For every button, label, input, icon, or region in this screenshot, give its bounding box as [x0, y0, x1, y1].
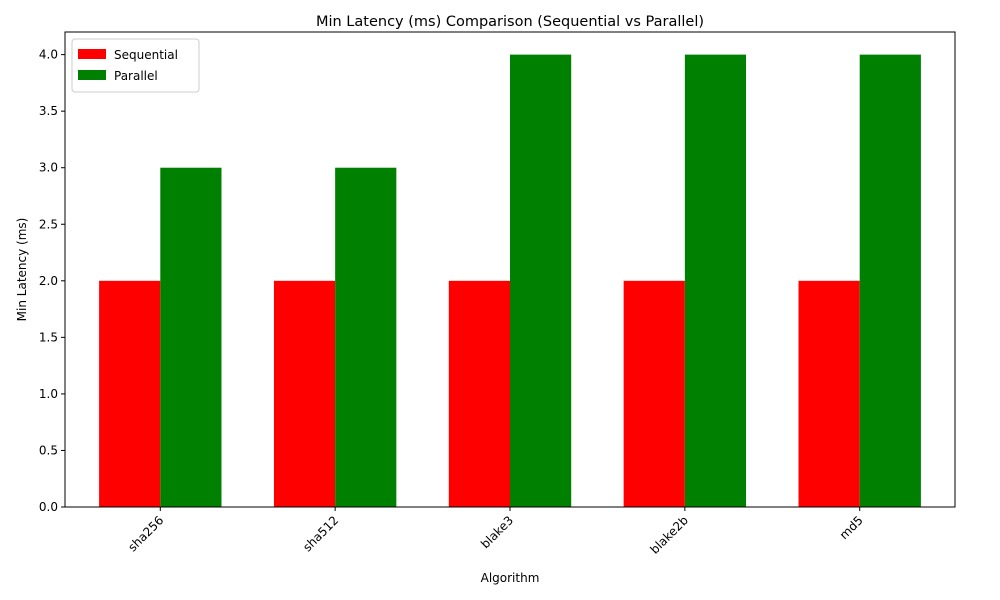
legend-label-sequential: Sequential: [114, 48, 178, 62]
y-axis-title: Min Latency (ms): [15, 218, 29, 322]
bar-sequential-md5: [798, 280, 860, 507]
y-tick-label: 3.0: [39, 161, 58, 175]
bar-sequential-blake2b: [623, 280, 685, 507]
bar-parallel-blake3: [510, 54, 572, 507]
legend-swatch-parallel: [78, 70, 106, 80]
y-tick-label: 2.0: [39, 274, 58, 288]
y-tick-label: 1.5: [39, 330, 58, 344]
bar-parallel-md5: [859, 54, 921, 507]
chart-title: Min Latency (ms) Comparison (Sequential …: [316, 14, 704, 30]
y-tick-label: 0.0: [39, 500, 58, 514]
bar-sequential-blake3: [448, 280, 510, 507]
y-tick-label: 1.0: [39, 387, 58, 401]
y-tick-label: 0.5: [39, 443, 58, 457]
legend-swatch-sequential: [78, 49, 106, 59]
bar-parallel-sha256: [160, 167, 222, 507]
legend: Sequential Parallel: [71, 38, 200, 93]
y-tick-label: 3.5: [39, 104, 58, 118]
bars-layer: [99, 54, 921, 507]
plot-frame: [64, 31, 956, 508]
y-axis-ticks: 0.0 0.5 1.0 1.5 2.0 2.5 3.0 3.5 4.0: [39, 48, 65, 514]
bar-parallel-blake2b: [684, 54, 747, 507]
bar-sequential-sha512: [273, 280, 336, 507]
bar-sequential-sha256: [99, 280, 161, 507]
x-axis-title: Algorithm: [481, 571, 540, 585]
bar-parallel-sha512: [335, 167, 397, 507]
y-tick-label: 2.5: [39, 217, 58, 231]
legend-label-parallel: Parallel: [114, 69, 158, 83]
legend-box: [71, 38, 200, 93]
y-tick-label: 4.0: [39, 48, 58, 62]
